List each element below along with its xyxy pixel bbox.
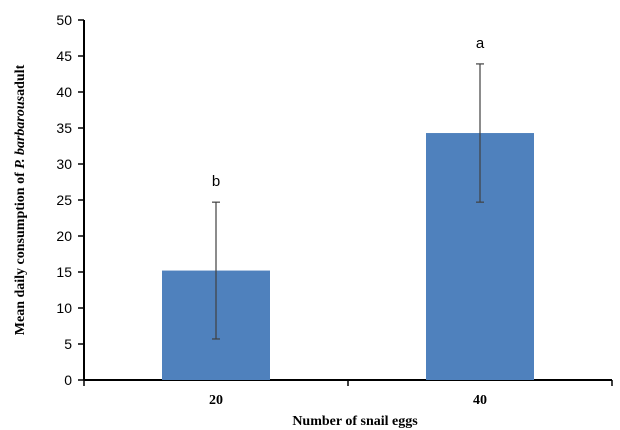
significance-labels: ba bbox=[212, 35, 485, 190]
x-tick-label: 40 bbox=[473, 393, 487, 408]
y-axis-title: Mean daily consumption of P. barbarousad… bbox=[13, 64, 28, 335]
x-axis-title: Number of snail eggs bbox=[292, 414, 418, 429]
x-tick-label: 20 bbox=[209, 393, 223, 408]
y-tick-label: 5 bbox=[64, 336, 72, 352]
y-tick-label: 35 bbox=[56, 120, 72, 136]
y-tick-label: 30 bbox=[56, 156, 72, 172]
y-tick-label: 25 bbox=[56, 192, 72, 208]
y-tick-label: 0 bbox=[64, 372, 72, 388]
y-tick-label: 45 bbox=[56, 48, 72, 64]
y-tick-label: 40 bbox=[56, 84, 72, 100]
significance-label: a bbox=[476, 35, 485, 52]
y-tick-label: 15 bbox=[56, 264, 72, 280]
x-axis: 20 40 bbox=[83, 379, 613, 408]
error-bars bbox=[212, 63, 484, 340]
bars bbox=[162, 133, 534, 380]
significance-label: b bbox=[212, 173, 220, 190]
y-axis: 0 5 10 15 20 25 30 35 40 45 50 bbox=[56, 12, 85, 388]
y-tick-label: 10 bbox=[56, 300, 72, 316]
y-axis-title-prefix: Mean daily consumption of bbox=[13, 169, 28, 335]
y-axis-title-suffix: adult bbox=[13, 64, 28, 95]
y-axis-title-species: P. barbarous bbox=[13, 95, 28, 168]
y-tick-label: 20 bbox=[56, 228, 72, 244]
y-tick-label: 50 bbox=[56, 12, 72, 28]
